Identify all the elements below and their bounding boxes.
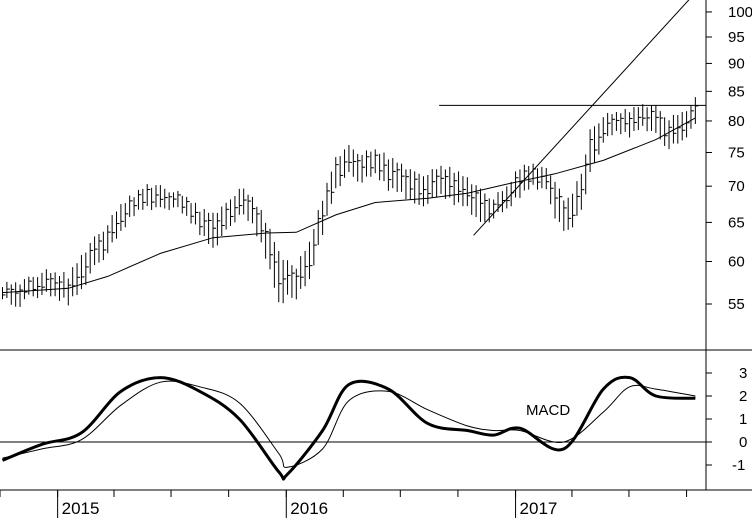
macd-line bbox=[1, 375, 696, 481]
price-tick-label: 60 bbox=[728, 253, 745, 270]
price-tick-label: 100 bbox=[728, 4, 752, 21]
price-tick-label: 85 bbox=[728, 83, 745, 100]
trend-line bbox=[473, 0, 690, 236]
macd-tick-label: 3 bbox=[739, 365, 747, 382]
price-tick-label: 90 bbox=[728, 55, 745, 72]
year-label: 2016 bbox=[290, 499, 328, 518]
moving-average-line bbox=[2, 117, 696, 294]
macd-annotation: MACD bbox=[526, 402, 570, 419]
macd-signal-line bbox=[2, 380, 696, 468]
price-tick-label: 75 bbox=[728, 144, 745, 161]
price-tick-label: 95 bbox=[728, 29, 745, 46]
year-label: 2015 bbox=[62, 499, 100, 518]
macd-tick-label: 1 bbox=[739, 411, 747, 428]
price-tick-label: 70 bbox=[728, 178, 745, 195]
price-tick-label: 55 bbox=[728, 296, 745, 313]
macd-tick-label: 0 bbox=[739, 434, 747, 451]
macd-tick-label: -1 bbox=[732, 457, 745, 474]
price-tick-label: 80 bbox=[728, 113, 745, 130]
year-label: 2017 bbox=[520, 499, 558, 518]
macd-tick-label: 2 bbox=[739, 388, 747, 405]
price-tick-label: 65 bbox=[728, 214, 745, 231]
